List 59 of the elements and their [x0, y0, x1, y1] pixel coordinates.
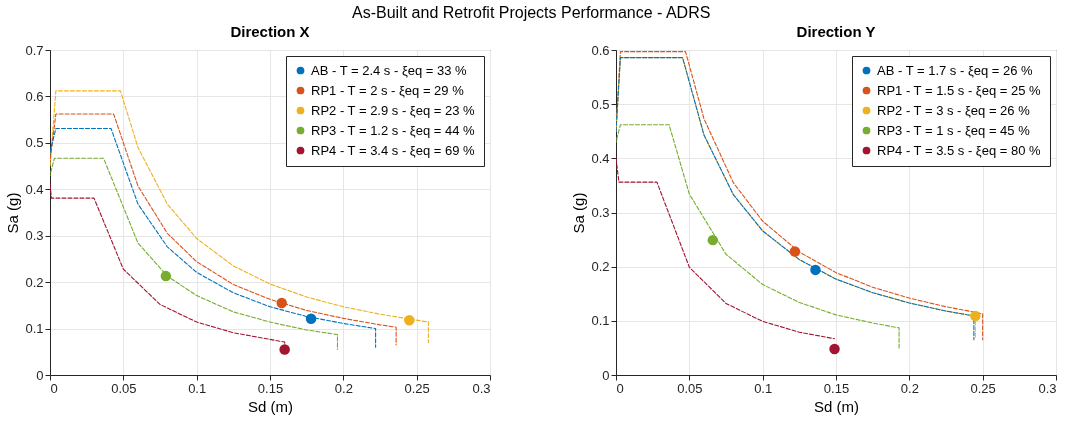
legend-label: RP1 - T = 1.5 s - ξeq = 25 % — [877, 82, 1042, 98]
x-tick-label: 0.2 — [900, 380, 919, 396]
legend-label: RP3 - T = 1.2 s - ξeq = 44 % — [311, 122, 476, 138]
x-tick-label: 0.2 — [334, 380, 353, 396]
legend-label: RP2 - T = 2.9 s - ξeq = 23 % — [311, 102, 476, 118]
x-tick-label: 0.3 — [472, 380, 491, 396]
x-tick-label: 0.25 — [970, 380, 996, 396]
y-tick-label: 0.6 — [591, 42, 610, 58]
y-tick-label: 0.1 — [591, 313, 610, 329]
legend-label: AB - T = 1.7 s - ξeq = 26 % — [877, 62, 1034, 78]
y-tick-label: 0.2 — [591, 259, 610, 275]
point — [810, 264, 821, 276]
point — [404, 314, 415, 326]
text: As-Built and Retrofit Projects Performance - ADRS — [352, 3, 711, 21]
line-series — [50, 157, 339, 351]
y-tick-label: 0.2 — [25, 274, 44, 290]
x-tick-label: 0.05 — [677, 380, 703, 396]
chart-title: Direction Y — [796, 23, 876, 40]
y-tick-label: 0 — [602, 367, 610, 383]
x-tick-label: 0.15 — [257, 380, 284, 396]
x-tick-label: 0.15 — [823, 380, 850, 396]
y-tick-label: 0.1 — [25, 321, 44, 337]
x-tick-label: 0.25 — [404, 380, 430, 396]
y-tick-label: 0 — [36, 367, 44, 383]
point — [970, 310, 981, 322]
y-tick-label: 0.4 — [25, 181, 44, 197]
point — [160, 270, 172, 282]
x-tick-label: 0.1 — [188, 380, 207, 396]
point — [829, 343, 840, 355]
x-axis-title: Sd (m) — [248, 397, 293, 415]
point — [789, 246, 801, 257]
y-tick-label: 0.4 — [591, 150, 610, 166]
legend-label: RP3 - T = 1 s - ξeq = 45 % — [877, 122, 1031, 138]
x-tick-label: 0.1 — [754, 380, 773, 396]
line-series — [616, 157, 836, 340]
x-tick-label: 0.05 — [111, 380, 137, 396]
legend-label: RP1 - T = 2 s - ξeq = 29 % — [311, 82, 465, 98]
line-series — [616, 124, 900, 349]
legend-label: AB - T = 2.4 s - ξeq = 33 % — [311, 62, 468, 78]
y-tick-label: 0.3 — [591, 205, 610, 220]
point — [279, 344, 290, 355]
y-tick-label: 0.3 — [25, 228, 44, 244]
y-tick-label: 0.5 — [25, 135, 44, 151]
x-axis-title: Sd (m) — [814, 397, 859, 415]
y-tick-label: 0.6 — [25, 88, 44, 104]
legend-label: RP4 - T = 3.5 s - ξeq = 80 % — [877, 142, 1042, 158]
point — [305, 313, 317, 325]
y-tick-label: 0.5 — [591, 96, 610, 112]
x-tick-label: 0 — [50, 380, 58, 396]
y-tick-label: 0.7 — [25, 42, 44, 58]
legend-label: RP4 - T = 3.4 s - ξeq = 69 % — [311, 142, 476, 158]
y-axis-title: Sa (g) — [4, 192, 22, 234]
y-axis-title: Sa (g) — [570, 192, 588, 234]
point — [276, 297, 287, 309]
x-tick-label: 0.3 — [1038, 380, 1057, 396]
x-tick-label: 0 — [616, 380, 624, 396]
legend-label: RP2 - T = 3 s - ξeq = 26 % — [877, 102, 1031, 118]
point — [707, 234, 719, 246]
chart-title: Direction X — [230, 23, 310, 40]
